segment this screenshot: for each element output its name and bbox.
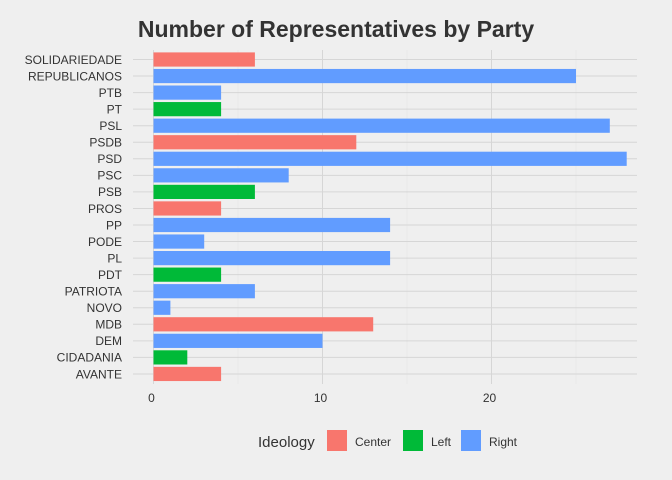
bars xyxy=(153,52,627,382)
bar-psc xyxy=(153,168,289,183)
y-tick-label: MDB xyxy=(95,318,122,332)
x-tick-label: 20 xyxy=(483,391,497,405)
y-tick-label: PODE xyxy=(88,235,122,249)
bar-psdb xyxy=(153,135,357,150)
bar-solidariedade xyxy=(153,52,255,67)
y-tick-label: PL xyxy=(107,251,122,265)
bar-novo xyxy=(153,300,171,315)
legend-key-center xyxy=(327,430,347,451)
bar-pt xyxy=(153,102,222,117)
bar-republicanos xyxy=(153,68,576,84)
bar-pp xyxy=(153,217,391,233)
y-tick-label: SOLIDARIEDADE xyxy=(25,53,122,67)
legend-title: Ideology xyxy=(258,434,315,451)
bar-dem xyxy=(153,333,323,348)
y-tick-label: PSB xyxy=(98,185,122,199)
y-tick-label: PSL xyxy=(99,119,122,133)
bar-psd xyxy=(153,151,627,166)
bar-pl xyxy=(153,251,391,266)
x-tick-label: 10 xyxy=(314,391,328,405)
x-axis-labels: 0 10 20 xyxy=(148,391,496,405)
legend-label-right: Right xyxy=(489,435,518,449)
y-tick-label: PATRIOTA xyxy=(65,285,122,299)
y-tick-label: DEM xyxy=(95,334,122,348)
bar-cidadania xyxy=(153,350,188,365)
bar-psb xyxy=(153,184,255,199)
y-tick-label: PT xyxy=(107,102,123,116)
bar-ptb xyxy=(153,85,222,100)
y-tick-label: REPUBLICANOS xyxy=(28,69,122,83)
y-tick-label: AVANTE xyxy=(76,367,122,381)
bar-patriota xyxy=(153,284,255,299)
y-tick-label: PSDB xyxy=(89,136,122,150)
bar-avante xyxy=(153,366,222,382)
y-tick-label: CIDADANIA xyxy=(57,351,122,365)
y-tick-label: PSD xyxy=(97,152,122,166)
y-tick-label: PROS xyxy=(88,202,122,216)
bar-psl xyxy=(153,118,610,133)
bar-mdb xyxy=(153,317,374,332)
chart-title: Number of Representatives by Party xyxy=(138,16,534,42)
bar-pros xyxy=(153,201,222,216)
legend-key-left xyxy=(403,430,423,451)
bar-pode xyxy=(153,234,205,249)
bar-pdt xyxy=(153,267,222,282)
legend-label-center: Center xyxy=(355,435,391,449)
x-tick-label: 0 xyxy=(148,391,155,405)
y-tick-label: PP xyxy=(106,218,122,232)
y-tick-label: PSC xyxy=(97,169,122,183)
y-axis-labels: SOLIDARIEDADE REPUBLICANOS PTB PT PSL PSDB PSD… xyxy=(25,53,123,381)
legend-label-left: Left xyxy=(431,435,452,449)
y-tick-label: PDT xyxy=(98,268,123,282)
y-tick-label: NOVO xyxy=(87,301,122,315)
y-tick-label: PTB xyxy=(99,86,122,100)
legend: Ideology Center Left Right xyxy=(258,430,518,451)
legend-key-right xyxy=(461,430,481,451)
